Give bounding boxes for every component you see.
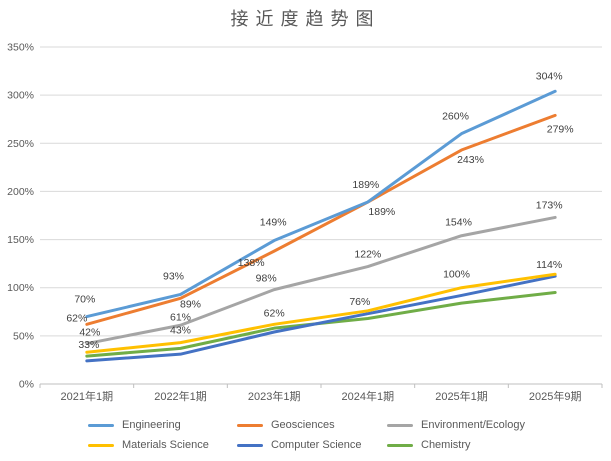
x-axis-category-label: 2025年1期: [435, 389, 488, 403]
series-line-computer-science: [85, 274, 557, 363]
x-axis-category-label: 2022年1期: [154, 389, 207, 403]
y-axis-tick-label: 250%: [7, 138, 34, 150]
x-axis-category-label: 2021年1期: [61, 389, 114, 403]
data-label-materials-science: 62%: [264, 307, 285, 319]
data-label-materials-science: 43%: [170, 325, 191, 337]
legend-swatch-geosciences: [237, 423, 263, 427]
y-axis-tick-label: 300%: [7, 90, 34, 102]
legend-swatch-environment-ecology: [387, 423, 413, 427]
data-label-materials-science: 76%: [349, 296, 370, 308]
chart-title: 接近度趋势图: [230, 9, 381, 29]
data-label-environment-ecology: 173%: [536, 199, 563, 211]
legend-label: Geosciences: [271, 419, 335, 431]
data-label-geosciences: 62%: [66, 312, 87, 324]
data-label-environment-ecology: 42%: [79, 327, 100, 339]
series-line-geosciences: [85, 113, 557, 326]
x-axis-category-label: 2023年1期: [248, 389, 301, 403]
legend-label: Computer Science: [271, 439, 362, 451]
y-axis-tick-label: 350%: [7, 42, 34, 54]
data-label-geosciences: 89%: [180, 298, 201, 310]
data-label-engineering: 260%: [442, 111, 469, 123]
data-label-engineering: 70%: [74, 294, 95, 306]
legend-label: Materials Science: [122, 439, 209, 451]
legend-swatch-materials-science: [88, 443, 114, 447]
data-label-engineering: 304%: [536, 70, 563, 82]
data-label-materials-science: 33%: [78, 339, 99, 351]
data-label-engineering: 93%: [163, 270, 184, 282]
legend-label: Environment/Ecology: [421, 419, 525, 431]
legend-item-computer-science: Computer Science: [237, 439, 387, 451]
chart-legend: Engineering Geosciences Environment/Ecolog…: [88, 419, 558, 451]
y-axis-tick-label: 200%: [7, 186, 34, 198]
series-line-environment-ecology: [85, 215, 557, 346]
y-axis-tick-label: 150%: [7, 234, 34, 246]
data-label-engineering: 149%: [260, 217, 287, 229]
legend-item-geosciences: Geosciences: [237, 419, 387, 431]
legend-swatch-chemistry: [387, 443, 413, 447]
data-label-environment-ecology: 154%: [445, 217, 472, 229]
legend-item-chemistry: Chemistry: [387, 439, 558, 451]
data-label-environment-ecology: 122%: [354, 249, 381, 261]
x-axis-category-label: 2024年1期: [342, 389, 395, 403]
series-line-materials-science: [85, 272, 557, 354]
data-label-environment-ecology: 61%: [170, 311, 191, 323]
legend-item-environment-ecology: Environment/Ecology: [387, 419, 558, 431]
legend-label: Chemistry: [421, 439, 471, 451]
series-line-engineering: [85, 89, 557, 319]
legend-label: Engineering: [122, 419, 181, 431]
legend-item-materials-science: Materials Science: [88, 439, 237, 451]
data-label-environment-ecology: 98%: [256, 273, 277, 285]
legend-swatch-computer-science: [237, 443, 263, 447]
y-axis-tick-label: 100%: [7, 282, 34, 294]
data-label-materials-science: 114%: [536, 259, 562, 271]
y-axis-tick-label: 0%: [19, 379, 34, 391]
data-label-geosciences: 279%: [547, 123, 574, 135]
x-axis-category-label: 2025年9期: [529, 389, 582, 403]
legend-swatch-engineering: [88, 423, 114, 427]
y-axis-tick-label: 50%: [13, 330, 34, 342]
legend-item-engineering: Engineering: [88, 419, 237, 431]
data-label-geosciences: 243%: [457, 154, 484, 166]
data-label-geosciences: 138%: [238, 257, 265, 269]
data-label-geosciences: 189%: [368, 206, 395, 218]
data-label-materials-science: 100%: [443, 269, 470, 281]
data-label-engineering: 189%: [352, 179, 379, 191]
